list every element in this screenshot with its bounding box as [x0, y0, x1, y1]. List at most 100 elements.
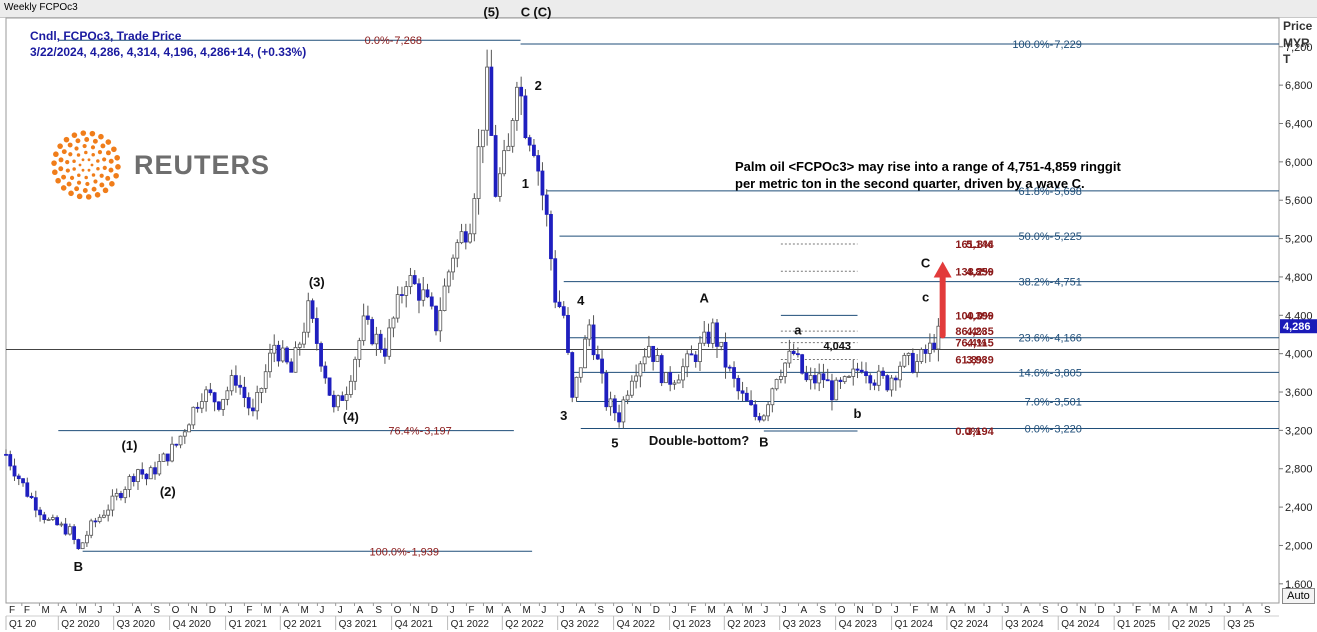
candle-body — [919, 349, 924, 362]
logo-dot — [109, 181, 115, 187]
candle-body — [293, 347, 298, 373]
logo-dot — [99, 173, 104, 178]
candle-body — [808, 375, 813, 381]
quarter-tick-label: Q4 2023 — [839, 619, 878, 630]
candle-body — [480, 129, 485, 148]
price-tick-label: 6,800 — [1285, 80, 1313, 92]
candle-body — [67, 526, 72, 535]
quarter-tick-label: Q2 2025 — [1172, 619, 1211, 630]
wave-label: (5) — [483, 5, 499, 20]
candle-body — [302, 331, 306, 345]
month-tick-label: M — [707, 605, 715, 616]
candle-body — [830, 380, 834, 401]
month-tick-label: A — [504, 605, 511, 616]
candle-body — [761, 415, 766, 421]
candle-body — [638, 363, 643, 377]
candle-body — [42, 514, 47, 520]
quarter-tick-label: Q1 2023 — [673, 619, 712, 630]
month-tick-label: J — [782, 605, 787, 616]
candle-body — [493, 135, 498, 197]
candle-body — [127, 476, 132, 490]
price-tick-label: 6,000 — [1285, 157, 1313, 169]
month-tick-label: M — [263, 605, 271, 616]
candle-body — [297, 343, 302, 348]
note-line-1: Palm oil <FCPOc3> may rise into a range … — [735, 159, 1121, 174]
quarter-tick-label: Q4 2021 — [395, 619, 434, 630]
logo-dot — [74, 186, 80, 192]
month-tick-label: A — [135, 605, 142, 616]
logo-dot — [69, 175, 75, 181]
extension-level-value: 4,859 — [966, 266, 994, 278]
logo-dot — [72, 159, 76, 164]
logo-dot — [115, 164, 121, 170]
candle-body — [778, 376, 783, 380]
price-tick-label: 1,600 — [1285, 579, 1313, 591]
candle-body — [374, 333, 379, 345]
logo-dot — [68, 152, 73, 157]
note-line-2: per metric ton in the second quarter, dr… — [735, 176, 1085, 191]
candle-body — [212, 392, 217, 403]
extension-level-label: 76.4% — [955, 338, 986, 350]
candle-body — [625, 394, 630, 401]
candle-body — [817, 373, 822, 384]
month-tick-label: O — [616, 605, 624, 616]
candle-body — [446, 271, 451, 287]
quarter-tick-label: Q4 2022 — [617, 619, 656, 630]
logo-dot — [99, 182, 105, 188]
candle-body — [455, 242, 460, 259]
extension-level-value: 4,399 — [966, 310, 994, 322]
candle-body — [847, 376, 851, 378]
logo-dot — [108, 167, 114, 173]
candle-body — [412, 275, 417, 285]
month-tick-label: O — [394, 605, 402, 616]
quarter-tick-label: Q1 2024 — [895, 619, 934, 630]
logo-dot — [87, 158, 91, 162]
candle-body — [838, 379, 843, 383]
quarter-tick-label: Q1 2025 — [1117, 619, 1156, 630]
candle-body — [400, 294, 404, 296]
candle-body — [889, 377, 894, 391]
candle-body — [55, 517, 59, 526]
month-tick-label: M — [523, 605, 531, 616]
candle-body — [80, 542, 85, 550]
candle-body — [404, 286, 409, 296]
candle-body — [246, 397, 251, 409]
logo-dot — [84, 150, 88, 155]
candle-body — [263, 371, 268, 389]
candle-body — [497, 173, 502, 197]
logo-dot — [84, 137, 90, 142]
month-tick-label: A — [282, 605, 289, 616]
candle-body — [157, 461, 162, 475]
month-tick-label: O — [172, 605, 180, 616]
candle-body — [668, 372, 673, 385]
candle-body — [664, 372, 668, 384]
candle-body — [736, 377, 741, 392]
candle-body — [872, 382, 877, 386]
candle-body — [153, 467, 157, 475]
extension-level-value: 3,939 — [966, 355, 994, 367]
logo-dot — [114, 154, 120, 161]
auto-scale-button[interactable]: Auto — [1282, 588, 1315, 604]
candle-body — [693, 354, 698, 363]
fib-level-value: 4,751 — [1054, 277, 1082, 289]
month-tick-label: O — [1060, 605, 1068, 616]
logo-dot — [80, 130, 87, 136]
month-tick-label: D — [209, 605, 216, 616]
candle-body — [310, 300, 315, 319]
last-price-label: 4,286 — [1283, 321, 1311, 333]
wave-label: 5 — [611, 436, 618, 451]
candle-body — [595, 354, 600, 360]
logo-dot — [105, 139, 112, 145]
candle-body — [114, 492, 119, 497]
fib-level-label: 14.6%- — [1018, 367, 1053, 379]
quarter-tick-label: Q2 2022 — [505, 619, 544, 630]
candle-body — [140, 469, 145, 475]
candle-body — [408, 275, 413, 288]
logo-dot — [57, 143, 63, 149]
month-tick-label: J — [338, 605, 343, 616]
month-tick-label: J — [763, 605, 768, 616]
candle-body — [97, 516, 102, 522]
candle-body — [93, 520, 98, 523]
logo-dot — [102, 187, 109, 194]
